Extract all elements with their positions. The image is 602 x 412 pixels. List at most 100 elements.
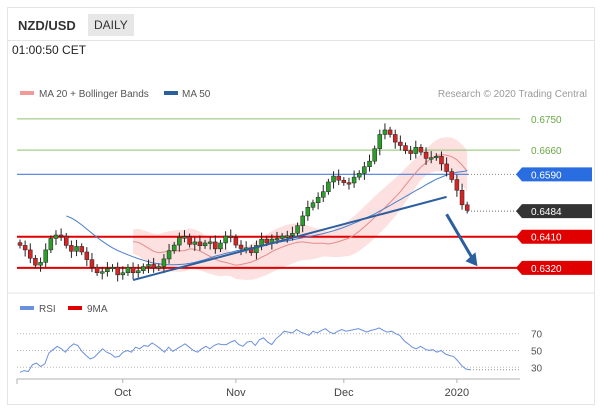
candle-body (238, 244, 244, 249)
candle-body (398, 141, 403, 146)
candle-body (434, 156, 439, 159)
candle-body (22, 245, 28, 251)
candle-body (43, 249, 48, 263)
candle-body (130, 266, 136, 274)
candle-body (166, 250, 172, 260)
candle-body (17, 242, 23, 246)
candle-body (336, 175, 341, 181)
candle-body (115, 266, 120, 276)
credit-text: Research © 2020 Trading Central (438, 89, 587, 100)
candle-body (233, 237, 239, 246)
level-label: 0.6320 (531, 264, 562, 275)
candle-body (264, 238, 269, 244)
candle-body (464, 204, 470, 211)
candle-body (105, 268, 110, 272)
rsi-ma-legend-swatch (68, 306, 82, 310)
candle-body (84, 251, 90, 260)
trendline (132, 195, 447, 282)
candle-body (305, 207, 311, 217)
candle-body (413, 147, 419, 154)
candle-body (177, 237, 182, 246)
candle-body (146, 264, 151, 267)
candle-body (182, 236, 187, 239)
candle-body (58, 234, 64, 237)
candle-body (192, 241, 198, 245)
candle-body (315, 196, 321, 204)
candle-body (69, 245, 74, 252)
rsi-legend-swatch (20, 306, 34, 310)
candle-body (135, 270, 141, 274)
x-axis-label: Dec (334, 387, 354, 399)
candle-body (202, 242, 208, 246)
candle-body (428, 157, 434, 160)
candle-body (213, 241, 218, 250)
candle-body (28, 249, 33, 259)
candle-body (285, 235, 290, 238)
candle-body (197, 241, 203, 246)
level-tag (516, 260, 592, 275)
candle-body (454, 179, 460, 191)
candle-body (79, 246, 84, 253)
candle-body (326, 181, 331, 192)
candle-body (290, 233, 295, 236)
forecast-arrow-head (465, 252, 478, 267)
rsi-plot: 70 50 30 (17, 327, 543, 374)
rsi-line (19, 327, 471, 373)
candle-body (459, 190, 465, 206)
x-axis-label: Nov (226, 387, 246, 399)
x-axis-label: Oct (114, 387, 131, 399)
symbol-title: NZD/USD (18, 18, 76, 33)
candle-body (33, 257, 38, 266)
bollinger-band (133, 137, 468, 280)
rsi-tick-label: 30 (531, 363, 543, 374)
timestamp: 01:00:50 CET (12, 43, 87, 57)
level-label: 0.6410 (531, 233, 562, 244)
level-tag (516, 167, 592, 182)
candle-body (161, 258, 167, 267)
rsi-legend-label: RSI (39, 304, 56, 315)
candle-body (367, 160, 372, 167)
period-badge[interactable]: DAILY (88, 14, 134, 36)
candle-body (321, 191, 326, 198)
candle-body (151, 264, 156, 269)
candle-body (418, 147, 424, 153)
candle-body (254, 245, 259, 253)
chart-header: NZD/USD DAILY (8, 8, 594, 41)
candle-body (141, 266, 146, 271)
chart-panel: NZD/USD DAILY (7, 7, 595, 405)
candle-body (223, 235, 228, 244)
ma50-legend-label: MA 50 (182, 89, 211, 100)
candle-body (356, 173, 362, 178)
level-tag (516, 229, 592, 244)
x-axis: Oct Nov Dec 2020 (16, 379, 469, 399)
ma20-line (133, 154, 468, 266)
candle-body (346, 182, 352, 185)
candle-body (187, 236, 192, 245)
candle-body (392, 134, 398, 143)
candle-body (403, 145, 408, 152)
candle-body (387, 129, 393, 135)
level-label: 0.6590 (531, 170, 562, 181)
candle-body (64, 235, 69, 246)
candle-body (259, 238, 264, 246)
rsi-tick-label: 50 (531, 347, 543, 358)
rsi-ma-legend-label: 9MA (87, 304, 108, 315)
forecast-arrow-shaft (445, 213, 475, 261)
candle-body (444, 163, 449, 172)
candle-body (372, 148, 377, 162)
candle-body (439, 156, 444, 165)
ma50-legend-swatch (164, 91, 178, 95)
candle-body (125, 266, 131, 274)
level-label: 0.6484 (531, 207, 562, 218)
candle-body (449, 171, 455, 180)
candle-body (120, 272, 126, 276)
candle-body (89, 259, 95, 268)
candle-body (53, 234, 59, 239)
candle-body (341, 179, 347, 183)
rsi-tick-label: 70 (531, 330, 543, 341)
level-label: 0.6750 (531, 115, 562, 126)
candle-body (228, 235, 233, 238)
candle-body (300, 215, 305, 226)
candle-body (351, 176, 357, 184)
candle-body (218, 242, 223, 250)
